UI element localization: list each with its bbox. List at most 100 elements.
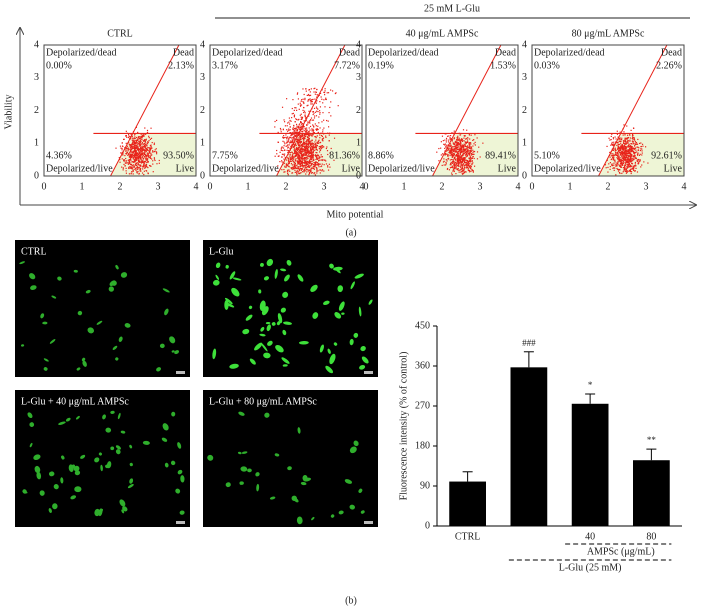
- dot: [626, 154, 627, 155]
- dot: [130, 164, 131, 165]
- quadrant-value: 8.86%: [368, 150, 394, 161]
- dot: [130, 146, 131, 147]
- dot: [143, 162, 144, 163]
- dot: [288, 138, 289, 139]
- dot: [298, 149, 299, 150]
- dot: [291, 172, 292, 173]
- dot: [312, 172, 313, 173]
- dot: [299, 156, 300, 157]
- dot: [139, 136, 140, 137]
- dot: [474, 166, 475, 167]
- dot: [329, 107, 330, 108]
- dot: [325, 137, 326, 138]
- dot: [464, 151, 465, 152]
- dot: [298, 164, 299, 165]
- quadrant-name: Depolarized/live: [46, 163, 113, 174]
- dot: [456, 163, 457, 164]
- dot: [621, 159, 622, 160]
- dot: [628, 171, 629, 172]
- dot: [289, 171, 290, 172]
- dot: [474, 151, 475, 152]
- dot: [441, 141, 442, 142]
- dot: [286, 163, 287, 164]
- dot: [124, 160, 125, 161]
- dot: [468, 168, 469, 169]
- dot: [128, 168, 129, 169]
- dot: [613, 167, 614, 168]
- dot: [449, 148, 450, 149]
- dot: [309, 173, 310, 174]
- dot: [300, 161, 301, 162]
- quadrant-name: Depolarized/dead: [368, 47, 439, 58]
- dot: [137, 171, 138, 172]
- scale-bar: [176, 371, 185, 374]
- dot: [306, 147, 307, 148]
- dot: [610, 157, 611, 158]
- dot: [459, 150, 460, 151]
- dot: [623, 167, 624, 168]
- dot: [147, 161, 148, 162]
- dot: [459, 158, 460, 159]
- dot: [311, 150, 312, 151]
- dot: [283, 172, 284, 173]
- dot: [287, 150, 288, 151]
- dot: [620, 141, 621, 142]
- dot: [615, 138, 616, 139]
- dot: [446, 154, 447, 155]
- dot: [284, 163, 285, 164]
- dot: [460, 161, 461, 162]
- dot: [304, 111, 305, 112]
- x-tick-label: 1: [80, 181, 85, 192]
- dot: [311, 128, 312, 129]
- y-tick-label: 1: [34, 138, 39, 149]
- dot: [148, 140, 149, 141]
- dot: [301, 124, 302, 125]
- dot: [283, 147, 284, 148]
- dot: [322, 112, 323, 113]
- dot: [614, 149, 615, 150]
- dot: [462, 147, 463, 148]
- dot: [621, 156, 622, 157]
- dot: [470, 152, 471, 153]
- dot: [445, 164, 446, 165]
- dot: [299, 162, 300, 163]
- dot: [464, 167, 465, 168]
- dot: [311, 152, 312, 153]
- dot: [299, 129, 300, 130]
- bar: [633, 460, 670, 526]
- dot: [313, 91, 314, 92]
- dot: [126, 170, 127, 171]
- dot: [126, 160, 127, 161]
- y-tick-label: 4: [34, 39, 39, 50]
- dot: [626, 125, 627, 126]
- dot: [122, 145, 123, 146]
- dot: [626, 172, 627, 173]
- dot: [468, 147, 469, 148]
- dot: [281, 169, 282, 170]
- dot: [326, 146, 327, 147]
- dot: [441, 154, 442, 155]
- dot: [142, 156, 143, 157]
- dot: [138, 136, 139, 137]
- dot: [619, 152, 620, 153]
- dot: [314, 88, 315, 89]
- dot: [465, 155, 466, 156]
- dot: [316, 111, 317, 112]
- dot: [315, 94, 316, 95]
- dot: [289, 155, 290, 156]
- dot: [451, 154, 452, 155]
- dot: [318, 129, 319, 130]
- dot: [618, 170, 619, 171]
- dot: [140, 158, 141, 159]
- dot: [322, 136, 323, 137]
- dot: [287, 125, 288, 126]
- dot: [292, 160, 293, 161]
- dot: [475, 144, 476, 145]
- x-tick-label: 3: [644, 181, 649, 192]
- dot: [126, 153, 127, 154]
- panel-label: (a): [345, 227, 356, 238]
- dot: [620, 146, 621, 147]
- dot: [316, 130, 317, 131]
- dot: [611, 143, 612, 144]
- dot: [472, 162, 473, 163]
